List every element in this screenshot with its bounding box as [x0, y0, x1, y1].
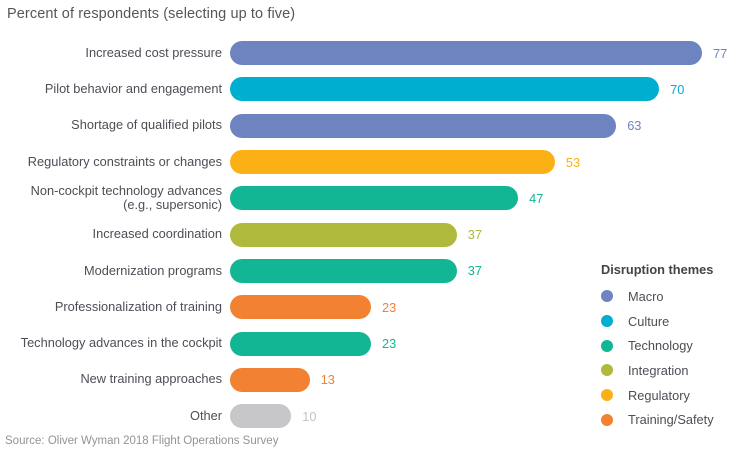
- category-label: Modernization programs: [84, 262, 222, 278]
- legend-label: Culture: [628, 313, 670, 329]
- category-label: Regulatory constraints or changes: [27, 153, 222, 169]
- legend-dot-icon: [601, 315, 613, 328]
- value-label: 47: [529, 190, 544, 206]
- bar: [230, 404, 292, 429]
- bar-row: Non-cockpit technology advances (e.g., s…: [0, 180, 756, 216]
- value-label: 37: [467, 227, 483, 243]
- bar: [230, 77, 660, 102]
- bar: [230, 258, 457, 283]
- value-label: 53: [565, 154, 581, 170]
- chart-title: Percent of respondents (selecting up to …: [7, 6, 296, 22]
- bar-row: Technology advances in the cockpit 23: [0, 325, 756, 361]
- value-label: 13: [320, 372, 335, 388]
- value-label: 23: [381, 336, 397, 352]
- bar: [230, 222, 457, 247]
- bar: [230, 113, 617, 138]
- category-label: Shortage of qualified pilots: [71, 117, 222, 133]
- legend-item: Integration: [601, 358, 751, 383]
- legend-dot-icon: [601, 413, 613, 426]
- legend-label: Technology: [628, 338, 693, 354]
- legend-label: Regulatory: [628, 387, 690, 403]
- bar-row: Professionalization of training 23: [0, 289, 756, 325]
- bar-row: Increased coordination 37: [0, 216, 756, 252]
- category-label: Other: [189, 407, 222, 423]
- chart-rows: Increased cost pressure 77 Pilot behavior …: [0, 35, 756, 434]
- bar: [230, 150, 555, 175]
- legend-dot-icon: [601, 364, 613, 377]
- legend-dot-icon: [601, 339, 613, 352]
- bar: [230, 331, 371, 356]
- bar-row: Pilot behavior and engagement 70: [0, 71, 756, 107]
- legend-item: Regulatory: [601, 383, 751, 408]
- category-label: Non-cockpit technology advances (e.g., s…: [30, 182, 222, 213]
- legend-label: Training/Safety: [628, 412, 714, 428]
- value-label: 10: [302, 408, 317, 424]
- bar-row: Increased cost pressure 77: [0, 35, 756, 71]
- bar-row: Other 10: [0, 398, 756, 434]
- category-label: Professionalization of training: [54, 298, 222, 314]
- bar-row: Regulatory constraints or changes 53: [0, 144, 756, 180]
- value-label: 23: [381, 299, 397, 315]
- value-label: 37: [467, 263, 483, 279]
- legend-item: Macro: [601, 284, 751, 309]
- legend: Disruption themes Macro Culture Technology…: [601, 262, 751, 432]
- legend-dot-icon: [601, 290, 613, 303]
- category-label: Increased coordination: [92, 226, 222, 242]
- source-note: Source: Oliver Wyman 2018 Flight Operati…: [5, 435, 279, 447]
- bar: [230, 41, 702, 66]
- bar: [230, 295, 371, 320]
- category-label: Pilot behavior and engagement: [44, 81, 222, 97]
- value-label: 63: [627, 118, 642, 134]
- bar-row: Shortage of qualified pilots 63: [0, 108, 756, 144]
- legend-title: Disruption themes: [601, 262, 714, 277]
- bar: [230, 367, 310, 392]
- legend-item: Training/Safety: [601, 407, 751, 432]
- bar-row: Modernization programs 37: [0, 253, 756, 289]
- bar: [230, 186, 519, 211]
- category-label: New training approaches: [80, 371, 222, 387]
- legend-items: Macro Culture Technology Integration Regulat…: [601, 284, 751, 432]
- legend-dot-icon: [601, 389, 613, 402]
- category-label: Increased cost pressure: [85, 44, 222, 60]
- category-label: Technology advances in the cockpit: [20, 335, 222, 351]
- legend-item: Culture: [601, 309, 751, 334]
- value-label: 70: [670, 81, 685, 97]
- bar-row: New training approaches 13: [0, 362, 756, 398]
- legend-label: Macro: [628, 288, 664, 304]
- legend-label: Integration: [628, 362, 689, 378]
- legend-item: Technology: [601, 333, 751, 358]
- value-label: 77: [713, 45, 728, 61]
